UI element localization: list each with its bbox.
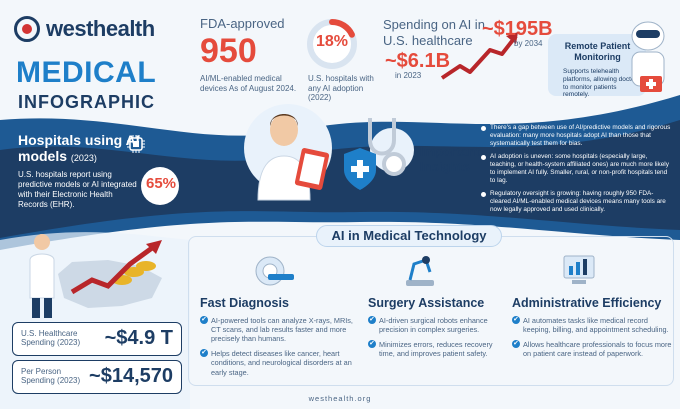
fast-diagnosis-column: Fast Diagnosis AI-powered tools can anal…: [200, 296, 360, 383]
insights-list: There's a gap between use of AI/predicti…: [481, 124, 671, 219]
hospitals-ai-year: (2023): [70, 153, 97, 164]
insight-item: AI adoption is uneven: some hospitals (e…: [481, 153, 671, 185]
administrative-efficiency-list: AI automates tasks like medical record k…: [512, 316, 672, 358]
list-item: AI-driven surgical robots enhance precis…: [368, 316, 508, 334]
surgical-robot-icon: [406, 256, 434, 286]
remote-monitoring-title: Remote Patient Monitoring: [564, 41, 631, 62]
fda-description: AI/ML-enabled medical devices As of Augu…: [200, 74, 297, 93]
list-item: AI automates tasks like medical record k…: [512, 316, 672, 334]
spending-future-label: by 2034: [514, 39, 543, 48]
mri-scanner-icon: [255, 256, 294, 286]
hospitals-ai-value: 65%: [146, 175, 177, 192]
insight-item: There's a gap between use of AI/predicti…: [481, 124, 671, 148]
fda-value: 950: [200, 32, 257, 70]
adoption-description: U.S. hospitals with any AI adoption (202…: [308, 74, 374, 103]
page-title: MEDICAL: [16, 56, 157, 89]
administrative-efficiency-column: Administrative Efficiency AI automates t…: [512, 296, 672, 364]
spending-current-label: in 2023: [395, 71, 422, 80]
healthcare-spending-value: ~$4.9 T: [104, 327, 173, 349]
insights-title: Important Insights: [420, 144, 480, 174]
remote-monitoring-card: [548, 34, 646, 96]
brand-logo: westhealth: [14, 16, 155, 42]
doctor-illustration: [244, 104, 332, 201]
westhealth-logo-icon: [14, 16, 40, 42]
fda-label: FDA-approved: [200, 16, 285, 31]
logo-text: westhealth: [46, 16, 155, 41]
ai-section-banner: AI in Medical Technology: [316, 225, 502, 247]
list-item: Minimizes errors, reduces recovery time,…: [368, 340, 508, 358]
insight-item: Regulatory oversight is growing: having …: [481, 190, 671, 214]
spending-title: Spending on AI in U.S. healthcare: [383, 17, 485, 48]
footer-url[interactable]: westhealth.org: [308, 394, 372, 403]
hospitals-ai-description: U.S. hospitals report using predictive m…: [18, 170, 137, 209]
remote-monitoring-description: Supports telehealth platforms, allowing …: [563, 68, 640, 99]
surgery-assistance-column: Surgery Assistance AI-driven surgical ro…: [368, 296, 508, 364]
per-person-spending-value: ~$14,570: [89, 365, 173, 387]
healthcare-spending-box: U.S. Healthcare Spending (2023) ~$4.9 T: [12, 322, 182, 356]
administrative-efficiency-title: Administrative Efficiency: [512, 296, 662, 310]
surgery-assistance-title: Surgery Assistance: [368, 296, 485, 310]
per-person-spending-box: Per Person Spending (2023) ~$14,570: [12, 360, 182, 394]
fast-diagnosis-list: AI-powered tools can analyze X-rays, MRI…: [200, 316, 360, 377]
hospitals-ai-ring: [141, 167, 179, 205]
healthcare-spending-label: U.S. Healthcare Spending (2023): [21, 329, 81, 348]
list-item: Allows healthcare professionals to focus…: [512, 340, 672, 358]
growth-arrow-icon: [440, 32, 518, 80]
per-person-spending-label: Per Person Spending (2023): [21, 367, 81, 386]
stethoscope-shield-icon: [344, 118, 414, 190]
surgery-assistance-list: AI-driven surgical robots enhance precis…: [368, 316, 508, 358]
ai-chip-icon: [127, 135, 145, 153]
fast-diagnosis-title: Fast Diagnosis: [200, 296, 289, 310]
spending-current-value: ~$6.1B: [385, 50, 451, 72]
adoption-value: 18%: [315, 33, 349, 50]
admin-dashboard-icon: [563, 255, 595, 284]
hospitals-ai-title-text: Hospitals using AI models: [18, 132, 140, 165]
hospitals-ai-title: Hospitals using AI models (2023): [18, 132, 188, 164]
robot-doctor-icon: [631, 21, 665, 92]
page-subtitle: INFOGRAPHIC: [18, 92, 155, 112]
spending-future-value: ~$195B: [482, 18, 553, 40]
list-item: Helps detect diseases like cancer, heart…: [200, 349, 360, 377]
us-map-growth-illustration: [29, 234, 162, 318]
adoption-ring: [307, 19, 357, 69]
list-item: AI-powered tools can analyze X-rays, MRI…: [200, 316, 360, 343]
